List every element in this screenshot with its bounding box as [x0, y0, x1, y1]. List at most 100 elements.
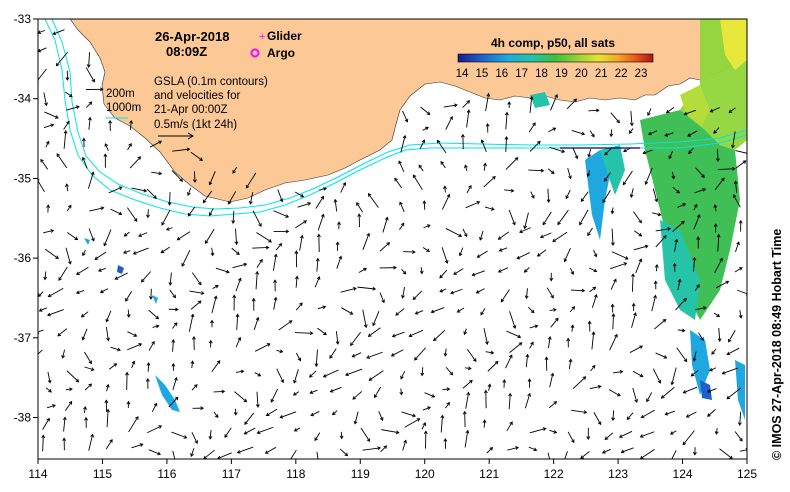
velocity-arrow [181, 249, 191, 267]
velocity-arrow [294, 332, 313, 334]
velocity-arrowhead [94, 256, 99, 260]
velocity-arrow [314, 276, 320, 288]
velocity-arrow [232, 210, 235, 224]
velocity-arrowhead [190, 313, 195, 318]
velocity-arrowhead [377, 446, 382, 451]
velocity-arrow [224, 427, 232, 438]
velocity-arrow [44, 111, 59, 119]
x-tick-label: 114 [28, 467, 47, 481]
velocity-arrowhead [399, 391, 404, 396]
velocity-arrow [519, 227, 531, 233]
velocity-arrow [323, 369, 339, 378]
velocity-arrowhead [509, 421, 513, 426]
velocity-arrow [593, 412, 602, 425]
velocity-arrow [295, 352, 301, 361]
velocity-arrow [488, 384, 491, 391]
velocity-arrowhead [692, 357, 697, 362]
velocity-arrowhead [416, 418, 421, 422]
velocity-arrow [106, 384, 109, 392]
velocity-arrowhead [403, 439, 407, 444]
velocity-arrow [476, 288, 485, 294]
velocity-arrow [630, 188, 634, 198]
velocity-arrowhead [322, 373, 327, 378]
velocity-arrow [209, 430, 212, 439]
velocity-arrowhead [137, 156, 142, 160]
velocity-arrow [362, 447, 381, 451]
velocity-arrow [81, 311, 89, 318]
velocity-arrowhead [443, 353, 448, 357]
velocity-arrow [707, 409, 716, 417]
velocity-arrowhead [713, 223, 718, 227]
velocity-arrowhead [47, 293, 52, 298]
velocity-arrowhead [717, 338, 722, 343]
velocity-arrow [420, 267, 423, 274]
velocity-arrow [57, 328, 68, 337]
velocity-arrow [66, 106, 80, 111]
velocity-arrow [360, 427, 371, 442]
velocity-arrowhead [32, 357, 35, 360]
velocity-arrowhead [316, 233, 321, 238]
velocity-arrowhead [748, 152, 751, 155]
velocity-arrow [235, 228, 238, 245]
velocity-arrow [340, 287, 357, 293]
velocity-arrowhead [476, 254, 481, 258]
velocity-arrowhead [86, 64, 91, 68]
velocity-arrow [419, 139, 425, 150]
velocity-arrow [557, 209, 569, 225]
velocity-arrow [127, 143, 132, 151]
velocity-arrow [602, 448, 611, 454]
velocity-arrow [622, 170, 633, 185]
velocity-arrow [587, 170, 591, 177]
velocity-arrow [571, 130, 585, 135]
velocity-arrow [571, 325, 574, 332]
colorbar-tick-label: 14 [456, 68, 469, 80]
y-tick-label: -38 [14, 411, 32, 425]
velocity-arrowhead [123, 233, 128, 237]
velocity-arrow [46, 404, 56, 409]
velocity-arrowhead [255, 316, 260, 321]
velocity-arrowhead [379, 417, 384, 421]
velocity-arrowhead [307, 202, 312, 206]
velocity-arrow [161, 209, 171, 226]
velocity-arrowhead [68, 93, 73, 98]
velocity-arrow [707, 388, 717, 393]
velocity-arrow [38, 47, 47, 52]
velocity-arrow [104, 143, 109, 151]
velocity-arrowhead [475, 290, 480, 294]
velocity-arrow [401, 269, 406, 275]
velocity-arrow [63, 417, 66, 432]
velocity-arrowhead [523, 225, 528, 230]
velocity-arrow [43, 230, 54, 234]
velocity-arrowhead [314, 363, 319, 368]
velocity-arrowhead [446, 387, 451, 392]
velocity-arrowhead [350, 342, 354, 347]
velocity-arrow [735, 181, 738, 193]
velocity-arrowhead [460, 133, 465, 138]
colorbar-tick-label: 18 [535, 68, 548, 80]
velocity-arrow [717, 168, 735, 171]
velocity-arrowhead [414, 356, 418, 361]
velocity-arrow [666, 106, 675, 114]
velocity-arrow [295, 276, 298, 288]
velocity-arrow [43, 124, 54, 129]
velocity-arrowhead [483, 389, 488, 394]
x-tick-label: 121 [479, 467, 499, 481]
velocity-arrow [399, 202, 405, 213]
velocity-arrowhead [464, 164, 468, 169]
velocity-arrow [431, 307, 445, 313]
velocity-arrow [412, 174, 423, 191]
velocity-arrowhead [233, 412, 238, 416]
velocity-arrowhead [525, 353, 530, 358]
velocity-arrow [719, 448, 733, 459]
velocity-arrowhead [200, 406, 205, 411]
velocity-arrowhead [131, 360, 136, 365]
velocity-arrow [256, 391, 259, 408]
velocity-arrow [710, 107, 720, 113]
velocity-arrow [82, 328, 88, 340]
velocity-arrow [540, 232, 552, 238]
velocity-arrow [453, 268, 464, 275]
velocity-arrowhead [739, 437, 743, 442]
velocity-arrow [550, 318, 559, 328]
velocity-arrowhead [683, 111, 688, 116]
velocity-arrowhead [187, 212, 192, 217]
